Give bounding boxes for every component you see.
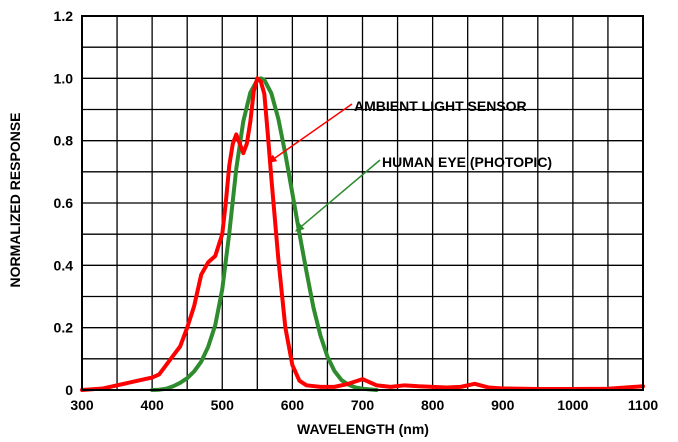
y-axis-title: NORMALIZED RESPONSE (7, 112, 23, 287)
series-layer (80, 76, 645, 392)
x-tick-label: 500 (211, 397, 235, 413)
series-line-human-eye-photopic (150, 76, 379, 392)
x-tick-label: 1000 (557, 397, 588, 413)
series-line-ambient-light-sensor (80, 76, 645, 392)
x-tick-label: 300 (70, 397, 94, 413)
y-tick-label: 0.2 (54, 320, 74, 336)
annotation-arrow-ambient-light-sensor (267, 103, 353, 164)
x-tick-label: 1100 (628, 397, 659, 413)
x-tick-label: 400 (140, 397, 164, 413)
y-tick-label: 0.6 (54, 195, 74, 211)
x-tick-label: 700 (351, 397, 375, 413)
y-axis-ticks: 0 0.2 0.4 0.6 0.8 1.0 1.2 (54, 8, 74, 398)
y-tick-label: 0.8 (54, 133, 74, 149)
x-axis-title: WAVELENGTH (nm) (297, 421, 429, 437)
y-tick-label: 0 (65, 382, 73, 398)
x-axis-ticks: 300 400 500 600 700 800 900 1000 1100 (70, 397, 658, 413)
annotation-arrow-human-eye (295, 159, 381, 232)
annotation-human-eye-photopic: HUMAN EYE (PHOTOPIC) (382, 154, 552, 170)
annotation-ambient-light-sensor: AMBIENT LIGHT SENSOR (354, 98, 527, 114)
x-tick-label: 800 (421, 397, 445, 413)
y-tick-label: 0.4 (54, 257, 74, 273)
y-tick-label: 1.2 (54, 8, 74, 24)
plot-border (81, 15, 644, 391)
grid (82, 16, 643, 390)
x-tick-label: 600 (281, 397, 305, 413)
y-tick-label: 1.0 (54, 70, 74, 86)
x-tick-label: 900 (491, 397, 515, 413)
